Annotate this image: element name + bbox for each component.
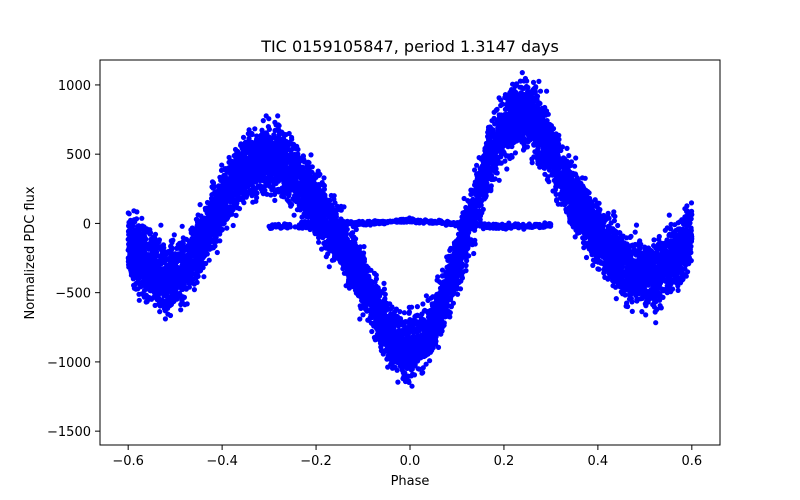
data-point: [266, 126, 272, 132]
data-point: [537, 88, 544, 94]
data-point: [688, 200, 695, 206]
data-point: [226, 154, 232, 161]
data-point: [590, 262, 596, 268]
data-point: [152, 231, 159, 237]
data-point: [572, 163, 578, 169]
data-point: [639, 309, 645, 315]
data-point: [136, 291, 142, 297]
data-point: [474, 162, 480, 168]
data-point: [530, 79, 537, 85]
data-point: [260, 118, 266, 124]
chart-title: TIC 0159105847, period 1.3147 days: [260, 37, 559, 56]
data-point: [139, 215, 145, 221]
data-point: [564, 145, 570, 151]
data-point: [325, 251, 331, 257]
data-point: [201, 274, 207, 280]
data-point: [141, 292, 147, 299]
data-point: [224, 225, 230, 231]
data-point: [471, 250, 477, 257]
data-point: [326, 264, 332, 270]
data-point: [162, 316, 168, 322]
data-point: [427, 358, 433, 364]
data-point: [657, 303, 663, 309]
data-point: [178, 307, 184, 313]
data-point: [409, 304, 415, 310]
data-point: [167, 312, 174, 319]
data-point: [381, 280, 387, 286]
data-point: [157, 309, 163, 315]
data-point: [316, 239, 322, 245]
data-point: [195, 212, 201, 218]
data-point: [643, 312, 649, 318]
data-point: [610, 283, 616, 289]
data-point: [361, 244, 367, 250]
data-point: [675, 287, 681, 293]
data-point: [214, 249, 220, 256]
data-point: [286, 130, 292, 137]
data-point: [420, 365, 426, 371]
data-point: [494, 106, 500, 112]
data-point: [546, 179, 552, 185]
data-points: [125, 70, 695, 389]
data-point: [544, 88, 550, 94]
data-point: [685, 269, 691, 275]
data-point: [353, 226, 359, 233]
data-point: [126, 211, 132, 217]
data-point: [197, 202, 203, 208]
data-point: [524, 84, 530, 90]
data-point: [158, 222, 164, 228]
data-point: [529, 160, 535, 166]
data-point: [401, 310, 407, 316]
data-point: [191, 287, 197, 293]
data-point: [369, 328, 375, 335]
data-point: [180, 235, 186, 241]
data-point: [240, 134, 247, 140]
data-point: [487, 124, 493, 130]
